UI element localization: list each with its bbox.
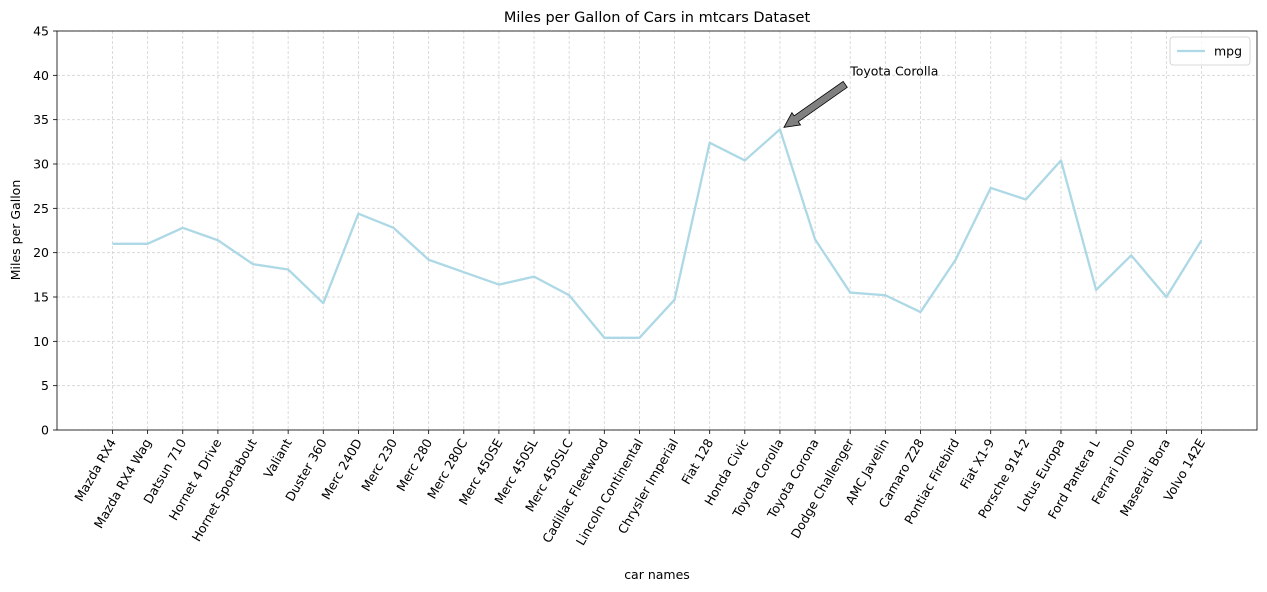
x-tick-label: Cadillac Fleetwood	[539, 436, 611, 545]
x-tick-label: Hornet Sportabout	[189, 436, 260, 544]
legend-label-mpg: mpg	[1214, 44, 1242, 59]
y-tick-label: 10	[33, 334, 49, 349]
y-tick-label: 20	[33, 245, 49, 260]
y-tick-label: 5	[41, 378, 49, 393]
annotation: Toyota Corolla	[783, 63, 938, 128]
y-tick-label: 15	[33, 290, 49, 305]
x-tick-label: Dodge Challenger	[788, 435, 858, 541]
y-tick-label: 35	[33, 112, 49, 127]
chart-title: Miles per Gallon of Cars in mtcars Datas…	[504, 10, 811, 26]
y-axis-ticks: 0 5 10 15 20 25 30 35 40 45	[33, 24, 57, 438]
plot-area-frame	[56, 30, 1258, 431]
y-tick-label: 0	[41, 423, 49, 438]
x-tick-label: Fiat 128	[678, 436, 716, 487]
y-tick-label: 30	[33, 157, 49, 172]
legend-box	[1169, 36, 1251, 66]
legend: mpg	[1169, 36, 1251, 66]
y-axis-label: Miles per Gallon	[8, 180, 23, 281]
x-axis-label: car names	[624, 567, 690, 582]
x-tick-label: Valiant	[260, 436, 294, 481]
y-tick-label: 45	[33, 24, 49, 39]
y-tick-label: 25	[33, 201, 49, 216]
annotation-label: Toyota Corolla	[849, 63, 938, 78]
mpg-series-line	[112, 128, 1203, 339]
annotation-arrow	[783, 80, 848, 128]
y-tick-label: 40	[33, 68, 49, 83]
grid-lines	[57, 30, 1257, 431]
